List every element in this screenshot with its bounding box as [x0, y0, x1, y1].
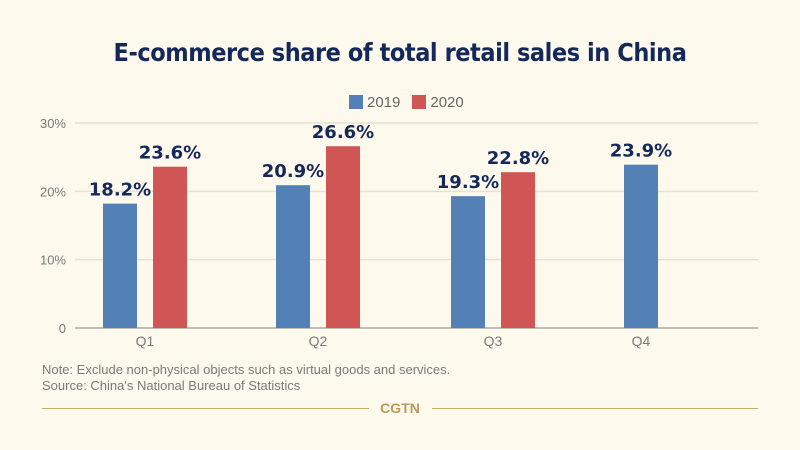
data-label: 22.8% [487, 148, 549, 169]
chart-title: E-commerce share of total retail sales i… [113, 38, 687, 67]
footer-divider-left [42, 408, 369, 409]
footnotes: Note: Exclude non-physical objects such … [42, 362, 450, 394]
x-tick-label: Q2 [309, 333, 328, 349]
x-tick-label: Q1 [136, 333, 155, 349]
bar-2019-Q3 [451, 196, 485, 328]
bar-2019-Q2 [276, 185, 310, 328]
footer-divider-right [432, 408, 758, 409]
brand-logo: CGTN [380, 400, 420, 416]
y-tick-label: 0 [59, 321, 66, 336]
data-label: 26.6% [312, 122, 374, 143]
data-label: 23.9% [610, 141, 672, 162]
legend-item-2019: 2019 [349, 94, 400, 111]
legend-swatch-2020 [412, 95, 427, 109]
data-label: 19.3% [437, 172, 499, 193]
y-tick-label: 30% [40, 116, 66, 131]
legend-item-2020: 2020 [412, 93, 464, 111]
legend-label-2019: 2019 [367, 93, 401, 111]
y-tick-label: 10% [40, 253, 66, 268]
legend-swatch-2019 [349, 95, 363, 109]
legend: 2019 2020 [349, 93, 476, 111]
x-tick-label: Q3 [484, 333, 503, 349]
x-tick-label: Q4 [632, 333, 651, 349]
bar-2020-Q3 [501, 172, 535, 328]
data-label: 23.6% [139, 143, 201, 164]
bar-2020-Q1 [153, 166, 187, 328]
source-text: Source: China's National Bureau of Stati… [42, 378, 301, 393]
legend-label-2020: 2020 [430, 93, 464, 111]
note-text: Note: Exclude non-physical objects such … [42, 362, 451, 377]
bar-2019-Q1 [103, 203, 137, 328]
bar-2020-Q2 [326, 146, 360, 328]
data-label: 18.2% [89, 180, 151, 201]
y-tick-label: 20% [40, 184, 66, 199]
data-label: 20.9% [262, 161, 324, 182]
bar-2019-Q4 [624, 164, 658, 328]
